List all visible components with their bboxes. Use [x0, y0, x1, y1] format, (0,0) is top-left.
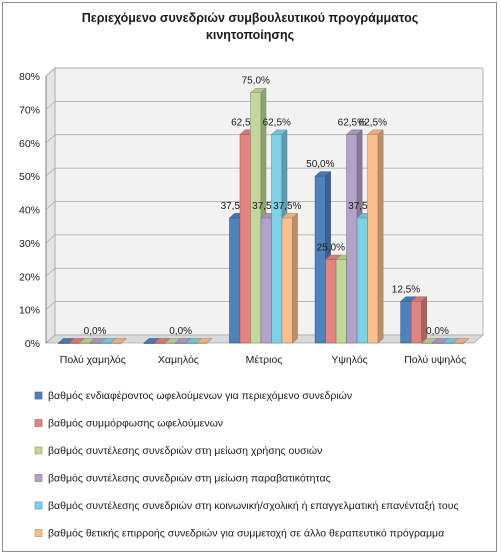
legend-swatch: [34, 529, 43, 537]
y-tick-label: 50%: [19, 171, 40, 183]
bar-1-4: [410, 300, 423, 344]
legend-swatch: [34, 474, 43, 482]
y-tick-label: 60%: [19, 138, 40, 150]
data-label: 37,5%: [273, 201, 301, 212]
legend-label: βαθμός συντέλεσης συνεδριών στη κοινωνικ…: [48, 500, 459, 512]
bar-0-3: [314, 175, 326, 344]
data-label: 62,5%: [231, 117, 259, 128]
data-label: 50,0%: [306, 159, 334, 170]
data-label: 37,5%: [252, 201, 280, 212]
bar-5-3: [367, 134, 379, 344]
bar-side-5-0: [121, 338, 127, 344]
chart-title-line: κινητοποίησης: [206, 28, 294, 42]
y-tick-label: 20%: [19, 271, 40, 283]
legend-swatch: [34, 419, 43, 427]
bar-4-3: [356, 217, 368, 344]
category-label: Υψηλός: [331, 354, 367, 366]
y-tick-label: 80%: [19, 71, 40, 83]
category-label: Μέτριος: [246, 354, 283, 366]
data-label: 0,0%: [426, 326, 449, 337]
category-label: Πολύ χαμηλός: [60, 354, 126, 366]
legend-swatch: [34, 446, 43, 455]
gridline: [45, 201, 483, 210]
legend-swatch: [34, 501, 43, 510]
data-label: 0,0%: [84, 326, 107, 337]
bar-4-2: [271, 134, 283, 344]
data-label: 62,5%: [338, 117, 366, 128]
bar-2-2: [250, 92, 262, 344]
bar-side-5-4: [463, 338, 469, 344]
gridline: [45, 167, 483, 177]
data-label: 25,0%: [317, 243, 345, 254]
y-tick-label: 0%: [25, 338, 40, 350]
legend-label: βαθμός συμμόρφωσης ωφελούμενων: [48, 418, 223, 430]
legend-swatch: [34, 391, 43, 400]
y-tick-label: 30%: [19, 238, 40, 250]
bar-5-2: [281, 217, 293, 344]
y-tick-label: 10%: [19, 305, 40, 317]
legend-label: βαθμός συντέλεσης συνεδριών στη μείωση χ…: [48, 445, 322, 457]
bar-side-5-1: [206, 338, 213, 344]
bar-2-3: [335, 259, 347, 344]
gridline: [45, 134, 483, 144]
gridline: [45, 67, 483, 77]
bar-1-2: [239, 134, 251, 344]
bar-3-3: [346, 134, 358, 344]
data-label: 37,5%: [348, 201, 376, 212]
y-tick-label: 40%: [19, 205, 40, 217]
gridline: [45, 234, 483, 244]
chart-title-line: Περιεχόμενο συνεδριών συμβουλευτικού προ…: [82, 11, 418, 25]
data-label: 62,5%: [263, 117, 291, 128]
data-label: 62,5%: [359, 117, 387, 128]
gridline: [45, 100, 483, 110]
bar-0-4: [400, 300, 412, 344]
data-label: 12,5%: [392, 284, 420, 295]
bar-side-5-3: [377, 129, 384, 344]
legend-label: βαθμός συντέλεσης συνεδριών στη μείωση π…: [48, 473, 331, 485]
bar-1-3: [325, 259, 337, 344]
data-label: 0,0%: [169, 326, 192, 337]
bar-3-2: [260, 217, 272, 344]
data-label: 37,5%: [221, 201, 249, 212]
category-label: Χαμηλός: [158, 354, 199, 366]
data-label: 75,0%: [242, 76, 270, 87]
legend-label: βαθμός ενδιαφέροντος ωφελούμενων για περ…: [48, 390, 352, 402]
bar-0-2: [229, 217, 241, 344]
y-tick-label: 70%: [19, 104, 40, 116]
category-label: Πολύ υψηλός: [404, 354, 466, 366]
bar-side-5-2: [292, 212, 298, 344]
legend-label: βαθμός θετικής επιρροής συνεδριών για συ…: [48, 528, 444, 540]
